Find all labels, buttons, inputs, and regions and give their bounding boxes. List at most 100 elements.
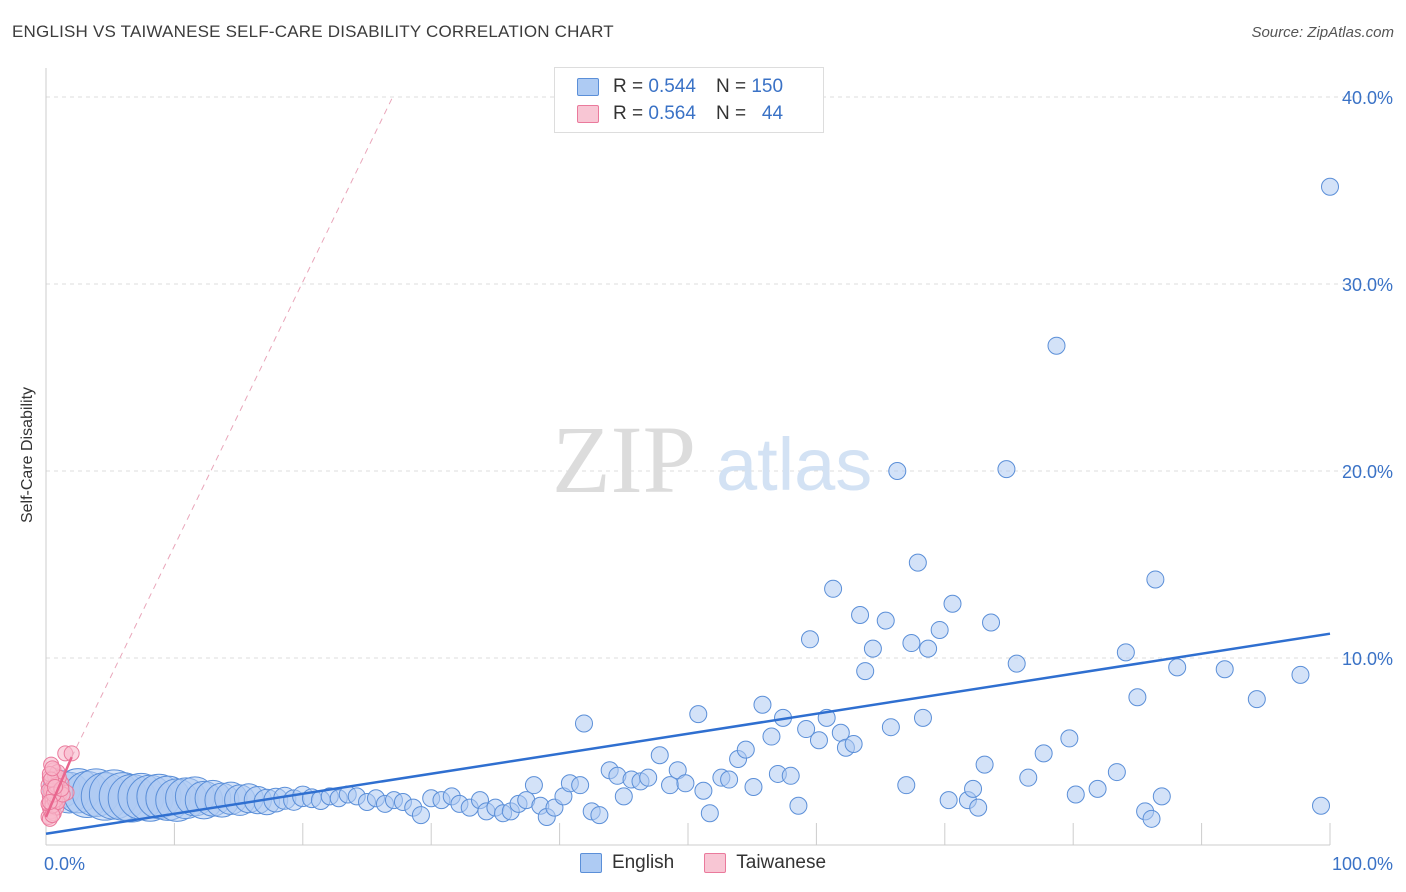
english-point xyxy=(574,714,593,733)
english-point xyxy=(997,460,1016,479)
english-point xyxy=(982,613,1001,632)
english-point xyxy=(809,731,828,750)
watermark: ZIP atlas xyxy=(552,406,872,513)
english-point xyxy=(930,620,949,639)
english-point xyxy=(943,594,962,613)
english-point xyxy=(1034,744,1053,763)
english-point xyxy=(1321,177,1339,196)
taiwanese-swatch xyxy=(577,105,599,123)
grid-lines xyxy=(46,96,1380,659)
english-r-value: 0.544 xyxy=(648,76,696,97)
english-point xyxy=(902,634,921,653)
english-point xyxy=(844,735,863,754)
taiwanese-r-label: R = xyxy=(613,103,644,124)
taiwanese-point xyxy=(63,745,80,762)
english-point xyxy=(969,798,988,817)
y-axis-label: Self-Care Disability xyxy=(19,386,36,524)
english-point xyxy=(1291,665,1310,684)
english-point xyxy=(800,630,819,649)
english-swatch xyxy=(577,78,599,96)
english-point xyxy=(571,776,590,795)
english-point xyxy=(411,806,430,825)
watermark-zip: ZIP xyxy=(552,406,696,513)
english-point xyxy=(797,720,816,739)
english-point xyxy=(1007,654,1026,673)
english-r-label: R = xyxy=(613,76,644,97)
english-point xyxy=(639,768,658,787)
taiwanese-n-value: 44 xyxy=(761,103,784,124)
english-point xyxy=(876,611,895,630)
y-tick-label-10: 10.0% xyxy=(1342,649,1393,669)
english-point xyxy=(881,718,900,737)
english-point xyxy=(762,727,781,746)
taiwanese-legend-swatch xyxy=(704,853,727,873)
english-legend-swatch xyxy=(579,853,602,873)
y-tick-label-30: 30.0% xyxy=(1342,275,1393,295)
english-point xyxy=(1168,658,1187,677)
english-point xyxy=(524,776,543,795)
x-tick-label-max: 100.0% xyxy=(1332,854,1393,874)
english-point xyxy=(1142,809,1161,828)
english-point xyxy=(856,662,875,681)
english-point xyxy=(1107,763,1126,782)
english-point xyxy=(919,639,938,658)
english-point xyxy=(1066,785,1085,804)
english-point xyxy=(1019,768,1038,787)
english-point xyxy=(851,605,870,624)
english-point xyxy=(720,770,739,789)
english-point xyxy=(781,766,800,785)
english-point xyxy=(1146,570,1165,589)
english-legend-label: English xyxy=(611,852,675,873)
english-point xyxy=(650,746,669,765)
english-point xyxy=(736,740,755,759)
english-point xyxy=(1247,690,1266,709)
taiwanese-r-value: 0.564 xyxy=(648,103,696,124)
english-point xyxy=(694,781,713,800)
series-legend: English Taiwanese xyxy=(0,852,1406,874)
english-point xyxy=(689,705,708,724)
english-points xyxy=(42,177,1339,828)
english-point xyxy=(1215,660,1234,679)
tick-labels: 10.0% 20.0% 30.0% 40.0% 0.0% 100.0% xyxy=(44,88,1393,874)
watermark-atlas: atlas xyxy=(716,423,872,506)
english-trend-line xyxy=(45,632,1331,836)
english-point xyxy=(590,806,609,825)
english-n-value: 150 xyxy=(751,76,784,97)
english-point xyxy=(1116,643,1135,662)
english-point xyxy=(661,776,680,795)
english-point xyxy=(824,579,843,598)
english-point xyxy=(913,708,932,727)
stats-legend: R = 0.544 N = 150 R = 0.564 N = 44 xyxy=(554,67,824,133)
source-label: Source: ZipAtlas.com xyxy=(1251,24,1394,41)
taiwanese-legend-label: Taiwanese xyxy=(736,852,827,873)
chart-title: ENGLISH VS TAIWANESE SELF-CARE DISABILIT… xyxy=(12,22,614,41)
english-point xyxy=(744,778,763,797)
legend-item-english[interactable]: English xyxy=(579,852,675,874)
english-n-label: N = xyxy=(715,76,747,97)
y-tick-label-20: 20.0% xyxy=(1342,462,1393,482)
legend-item-taiwanese[interactable]: Taiwanese xyxy=(704,852,826,874)
english-point xyxy=(676,774,695,793)
y-tick-label-40: 40.0% xyxy=(1342,88,1393,108)
english-point xyxy=(1088,779,1107,798)
taiwanese-trend-extension xyxy=(71,96,394,758)
english-point xyxy=(700,804,719,823)
trend-lines xyxy=(44,96,1331,836)
english-point xyxy=(753,695,772,714)
english-point xyxy=(975,755,994,774)
english-point xyxy=(1128,688,1147,707)
english-point xyxy=(897,776,916,795)
taiwanese-n-label: N = xyxy=(715,103,747,124)
axes xyxy=(45,68,1331,846)
taiwanese-trend-line xyxy=(44,756,73,818)
english-point xyxy=(863,639,882,658)
english-point xyxy=(939,791,958,810)
legend-row-taiwanese: R = 0.564 N = 44 xyxy=(577,102,783,126)
taiwanese-point xyxy=(44,760,61,777)
english-point xyxy=(888,462,907,480)
english-point xyxy=(1047,336,1066,355)
english-point xyxy=(1152,787,1171,806)
x-tick-label-min: 0.0% xyxy=(44,854,85,874)
english-point xyxy=(614,787,633,806)
english-point xyxy=(964,779,983,798)
